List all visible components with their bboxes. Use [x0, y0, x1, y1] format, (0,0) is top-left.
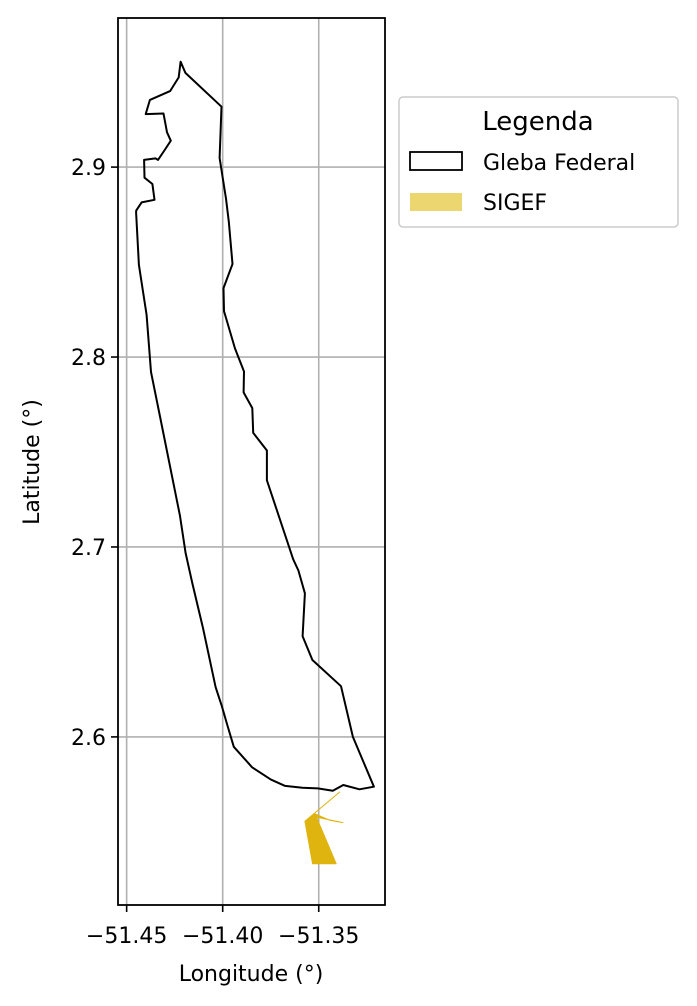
y-tick-label-3: 2.9 — [71, 156, 106, 181]
grid-lines — [118, 18, 385, 905]
y-tick-label-1: 2.7 — [71, 536, 106, 561]
axis-ticks: −51.45 −51.40 −51.35 2.6 2.7 2.8 2.9 — [71, 156, 359, 949]
legend-title: Legenda — [482, 107, 593, 137]
polygon-sigef — [304, 791, 344, 865]
map-polygons — [135, 60, 375, 865]
x-axis-label: Longitude (°) — [179, 962, 324, 987]
polygon-gleba-federal — [135, 60, 375, 792]
legend: Legenda Gleba Federal SIGEF — [398, 96, 679, 228]
legend-swatch-gleba — [409, 151, 463, 171]
y-axis-label: Latitude (°) — [20, 399, 45, 525]
x-tick-label-0: −51.45 — [86, 924, 167, 949]
y-tick-label-2: 2.8 — [71, 346, 106, 371]
x-tick-label-1: −51.40 — [182, 924, 263, 949]
legend-swatch-sigef — [410, 193, 462, 211]
legend-label-sigef: SIGEF — [483, 191, 547, 216]
x-tick-label-2: −51.35 — [278, 924, 359, 949]
legend-label-gleba: Gleba Federal — [483, 151, 635, 176]
y-tick-label-0: 2.6 — [71, 726, 106, 751]
axes-frame — [117, 17, 386, 906]
legend-frame — [398, 96, 679, 228]
